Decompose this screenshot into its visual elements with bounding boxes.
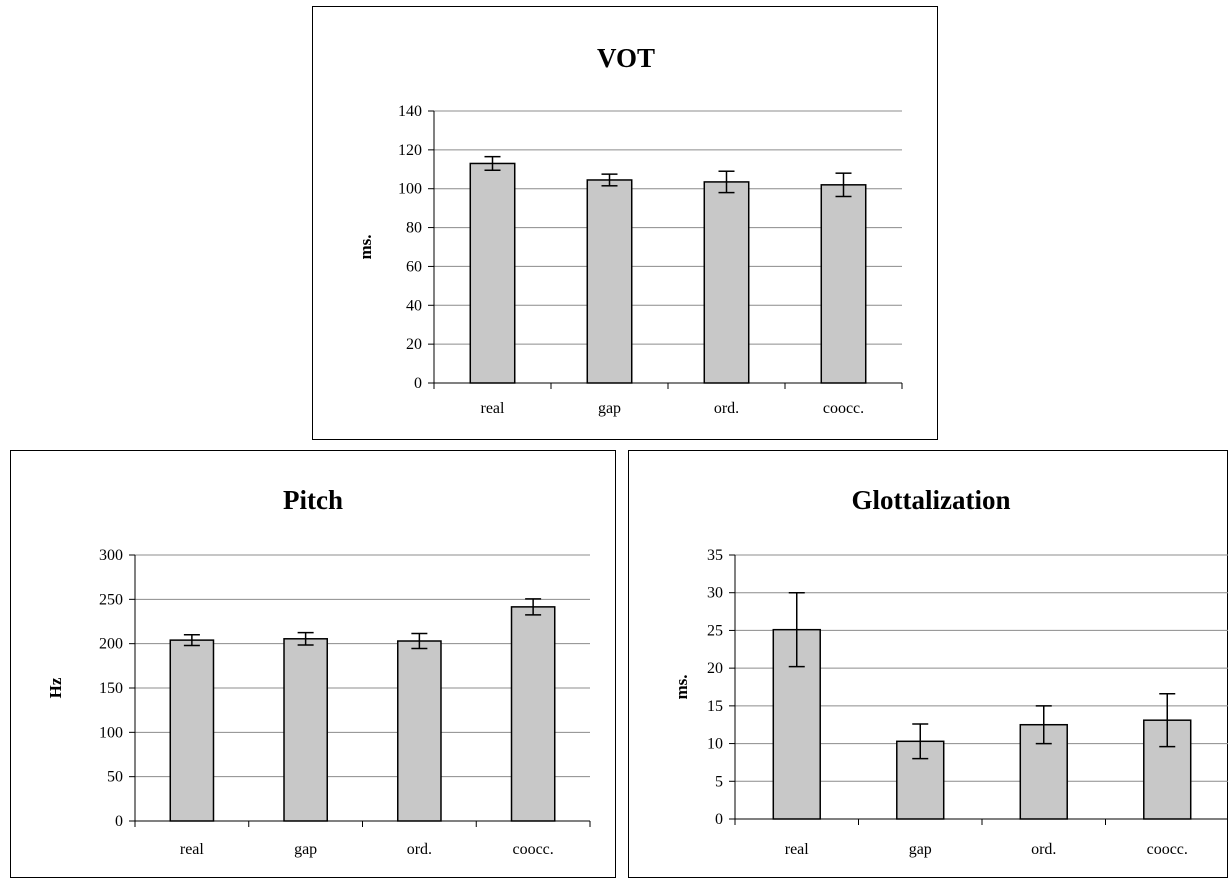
vot-bar-ord [703, 181, 750, 384]
glottalization-x-category-label: gap [909, 841, 932, 858]
pitch-bar-ord [397, 640, 442, 822]
vot-y-tick-label: 140 [398, 103, 422, 120]
glottalization-chart-panel: Glottalization ms. 0 5 10 15 20 25 30 35 real gap or… [628, 450, 1228, 878]
vot-y-tick-label: 60 [406, 258, 422, 275]
glottalization-chart: Glottalization ms. 0 5 10 15 20 25 30 35 real gap or… [672, 485, 1228, 858]
pitch-y-tick-label: 300 [99, 547, 123, 564]
pitch-y-tick-label: 0 [115, 813, 123, 830]
pitch-x-category-label: coocc. [512, 841, 553, 858]
glottalization-y-tick-label: 0 [715, 811, 723, 828]
vot-bar-coocc [820, 184, 867, 384]
vot-y-tick-label: 20 [406, 336, 422, 353]
vot-chart: VOT ms. 0 20 40 60 80 100 120 140 real gap ord. coocc… [356, 43, 903, 417]
pitch-bar-gap [283, 638, 328, 822]
vot-chart-panel: VOT ms. 0 20 40 60 80 100 120 140 real gap ord. coocc… [312, 6, 938, 440]
glottalization-y-tick-label: 15 [707, 698, 723, 715]
vot-x-category-label: coocc. [823, 400, 864, 417]
glottalization-x-category-label: real [785, 841, 810, 858]
pitch-chart-title: Pitch [283, 485, 343, 515]
pitch-x-category-label: real [180, 841, 205, 858]
glottalization-y-axis-label: ms. [672, 674, 691, 699]
pitch-y-tick-label: 250 [99, 591, 123, 608]
glottalization-y-tick-label: 10 [707, 736, 723, 753]
glottalization-x-category-label: ord. [1031, 841, 1056, 858]
vot-chart-title: VOT [597, 43, 655, 73]
pitch-x-category-label: gap [294, 841, 317, 858]
vot-x-category-label: gap [598, 400, 621, 417]
pitch-bar-coocc [510, 606, 556, 822]
pitch-y-tick-label: 150 [99, 680, 123, 697]
pitch-x-category-label: ord. [407, 841, 432, 858]
pitch-chart: Pitch Hz 0 50 100 150 200 250 300 real gap ord. cooc… [46, 485, 591, 858]
pitch-y-tick-label: 50 [107, 769, 123, 786]
vot-y-tick-label: 40 [406, 297, 422, 314]
vot-y-axis-label: ms. [356, 234, 375, 259]
glottalization-y-tick-label: 30 [707, 585, 723, 602]
vot-bar-gap [586, 179, 633, 384]
vot-y-tick-label: 100 [398, 181, 422, 198]
pitch-bar-real [169, 639, 215, 822]
glottalization-x-category-label: coocc. [1147, 841, 1188, 858]
vot-bar-real [469, 162, 516, 384]
glottalization-y-tick-label: 5 [715, 773, 723, 790]
glottalization-chart-title: Glottalization [852, 485, 1011, 515]
vot-x-category-label: real [481, 400, 506, 417]
pitch-y-axis-label: Hz [46, 677, 65, 698]
pitch-y-tick-label: 100 [99, 724, 123, 741]
glottalization-y-tick-label: 25 [707, 622, 723, 639]
vot-y-tick-label: 120 [398, 142, 422, 159]
glottalization-y-tick-label: 20 [707, 660, 723, 677]
vot-y-tick-label: 80 [406, 220, 422, 237]
vot-y-tick-label: 0 [414, 375, 422, 392]
pitch-y-tick-label: 200 [99, 636, 123, 653]
pitch-chart-panel: Pitch Hz 0 50 100 150 200 250 300 real gap ord. cooc… [10, 450, 616, 878]
vot-x-category-label: ord. [714, 400, 739, 417]
glottalization-y-tick-label: 35 [707, 547, 723, 564]
